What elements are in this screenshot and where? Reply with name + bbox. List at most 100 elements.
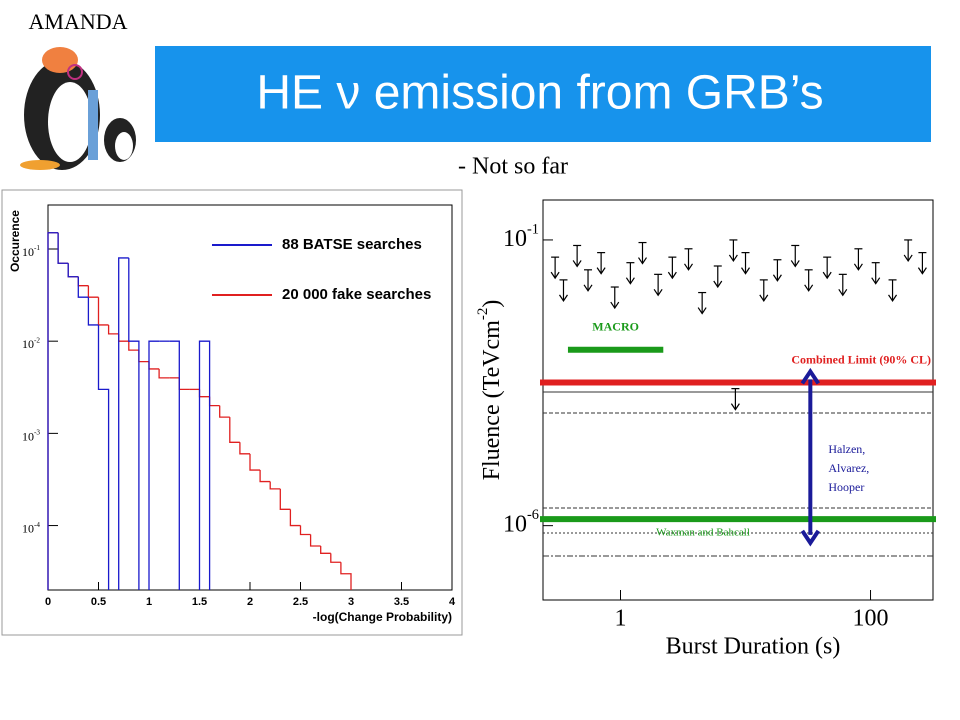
upper-limit-head (667, 271, 677, 280)
upper-limit-head (625, 277, 635, 285)
upper-limit-head (572, 260, 582, 268)
upper-limit-head (596, 267, 606, 275)
histogram-step (239, 442, 250, 455)
histogram-step (107, 324, 119, 335)
legend-label: 88 BATSE searches (282, 236, 422, 253)
upper-limit (903, 239, 913, 263)
histogram-step (219, 405, 230, 418)
upper-limit-head (903, 254, 913, 263)
x-tick-label: 100 (853, 606, 889, 632)
upper-limit (741, 252, 751, 275)
y-tick-label: 10-4 (22, 520, 40, 535)
histogram-step (148, 340, 160, 590)
upper-limit (596, 252, 606, 275)
upper-limit (572, 244, 582, 268)
y-axis-label: Occurence (8, 210, 22, 272)
slide-title: HE ν emission from GRB’s (256, 67, 823, 120)
upper-limit-head (684, 263, 694, 271)
y-tick-label-base: 10 (22, 245, 34, 259)
limit-label: Waxman and Bahcall (656, 527, 750, 539)
upper-limit (730, 388, 740, 411)
histogram-step (67, 263, 79, 278)
upper-limit (917, 252, 927, 275)
histogram-step (340, 562, 352, 590)
histogram-step (269, 481, 281, 490)
histogram-step (118, 257, 129, 590)
upper-limit-head (697, 307, 707, 315)
upper-limit-head (888, 294, 898, 302)
y-tick-label-exponent: -1 (34, 244, 40, 252)
upper-limit (871, 262, 881, 285)
x-tick-label: 2.5 (293, 596, 308, 608)
histogram-step (299, 525, 311, 536)
limit-label: Combined Limit (90% CL) (791, 352, 931, 366)
corner-label: AMANDA (29, 9, 128, 34)
upper-limit-head (713, 280, 723, 289)
upper-limit-head (790, 260, 800, 268)
upper-limit-head (653, 289, 663, 297)
upper-limit (759, 279, 769, 302)
range-arrow-label: Hooper (828, 480, 864, 494)
upper-limit (697, 291, 707, 315)
y-tick-label-base: 10 (22, 521, 34, 535)
upper-limit (888, 279, 898, 302)
y-tick-label-exponent: -4 (34, 520, 40, 528)
histogram-step (47, 232, 59, 590)
subtitle: - Not so far (458, 154, 568, 180)
y-tick-label: 10-1 (503, 222, 539, 252)
histogram-step (97, 324, 110, 590)
range-arrow-head (800, 367, 820, 385)
histogram-step (57, 232, 69, 264)
left-panel (1, 189, 463, 636)
histogram-step (128, 341, 139, 351)
reference-lines (543, 391, 933, 557)
title-banner (155, 46, 931, 142)
x-tick-label: 0.5 (91, 596, 106, 608)
y-axis-label: Fluence (TeVcm-2) (475, 300, 504, 481)
upper-limit-head (804, 284, 814, 292)
y-tick-label-base: 10 (503, 511, 527, 537)
upper-limit (550, 256, 560, 280)
upper-limit-head (730, 403, 740, 411)
y-tick-label: 10-6 (503, 507, 539, 537)
upper-limit (558, 279, 568, 302)
upper-limit (653, 273, 663, 297)
limit-label: MACRO (592, 319, 639, 333)
y-tick-label-base: 10 (22, 337, 34, 351)
range-arrow-label: Halzen, (828, 442, 865, 456)
upper-limit (713, 265, 723, 289)
y-tick-label: 10-1 (22, 244, 40, 259)
y-tick-label-base: 10 (22, 429, 34, 443)
histogram-step (169, 340, 180, 590)
y-tick-label-base: 10 (503, 225, 527, 251)
x-tick-label: 1.5 (192, 596, 207, 608)
histogram-step (279, 488, 291, 510)
upper-limit (625, 262, 635, 285)
histogram-step (249, 453, 261, 471)
y-tick-label: 10-3 (22, 428, 40, 443)
y-axis-label-exponent: -2 (475, 308, 491, 321)
upper-limit-head (583, 284, 593, 292)
y-axis-label-part: ) (479, 300, 505, 308)
x-tick-label: 1 (614, 606, 626, 632)
y-axis-label-part: Fluence (TeVcm (479, 320, 505, 481)
upper-limit (822, 256, 832, 280)
upper-limit (638, 241, 648, 265)
upper-limit (610, 286, 620, 310)
right-frame (542, 199, 934, 601)
upper-limit (583, 269, 593, 292)
upper-limit-head (759, 294, 769, 302)
y-tick-label-exponent: -1 (527, 222, 539, 238)
y-tick-label-exponent: -6 (527, 507, 539, 523)
x-tick-label: 1 (146, 596, 152, 608)
histogram-step (158, 368, 170, 379)
y-tick-label-exponent: -3 (34, 428, 40, 436)
upper-limit-head (822, 271, 832, 280)
histogram-step (229, 417, 240, 443)
upper-limit-head (728, 254, 738, 263)
upper-limit-head (871, 277, 881, 285)
histogram-step (87, 297, 99, 326)
penguin-logo (20, 47, 136, 170)
